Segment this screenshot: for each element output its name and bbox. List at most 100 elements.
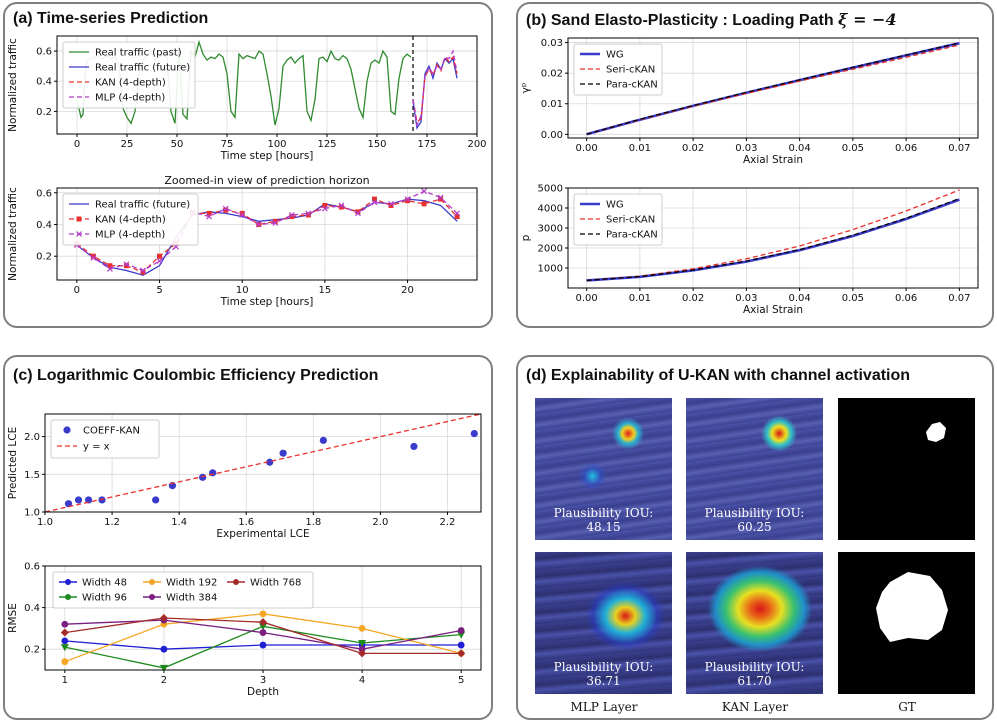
a2-series-1-marker-9 <box>223 207 229 213</box>
a1-series-line-3 <box>412 49 458 128</box>
c1-point-1 <box>74 496 83 504</box>
a2-series-2-marker-4 <box>140 267 146 274</box>
a2-series-1-marker-1 <box>90 253 96 259</box>
c1-point-12 <box>470 430 478 438</box>
b1-tick-label-x-5: 0.05 <box>842 143 864 154</box>
b1-tick-label-x-1: 0.01 <box>629 143 651 154</box>
c2-series-4-marker-3 <box>358 649 367 658</box>
a1-legend-label-0: Real traffic (past) <box>95 48 182 59</box>
c2-legend-label-3: Width 384 <box>166 593 217 604</box>
c2-legend-label-1: Width 96 <box>82 593 127 604</box>
panel-a-title: (a) Time-series Prediction <box>13 10 209 27</box>
tile-gt-bottom <box>838 552 975 694</box>
b2-tick-label-y-2: 3000 <box>538 224 563 235</box>
c1-point-6 <box>199 473 207 481</box>
a2-series-2-marker-12 <box>272 219 279 226</box>
b1-tick-label-x-7: 0.07 <box>948 143 970 154</box>
gt-mask-bottom <box>876 572 948 642</box>
a1-tick-label-y-1: 0.4 <box>36 77 52 88</box>
a2-series-2-marker-14 <box>305 210 312 217</box>
c1-point-11 <box>410 442 418 451</box>
c2-legend-box <box>52 571 314 609</box>
a1-legend-label-1: Real traffic (future) <box>95 63 190 74</box>
c1-tick-label-y-2: 2.0 <box>24 432 40 443</box>
c1-frame <box>44 413 482 513</box>
a2-tick-label-y-1: 0.4 <box>36 220 52 231</box>
b1-frame <box>567 37 979 139</box>
b2-tick-label-x-4: 0.04 <box>788 293 810 304</box>
b1-tick-label-x-2: 0.02 <box>682 143 704 154</box>
a1-tick-label-x-5: 125 <box>317 139 336 150</box>
a2-legend-label-2: MLP (4-depth) <box>95 230 165 241</box>
b1-tick-label-x-4: 0.04 <box>788 143 810 154</box>
a2-series-2-marker-16 <box>338 202 345 209</box>
c2-legend-marker-0 <box>65 579 71 585</box>
a2-title: Zoomed-in view of prediction horizon <box>164 174 369 187</box>
b1-legend-label-1: Seri-cKAN <box>606 65 655 76</box>
c2-tick-label-y-2: 0.6 <box>24 562 40 573</box>
b1-xlabel: Axial Strain <box>743 154 803 166</box>
c2-tick-label-x-4: 5 <box>458 675 464 686</box>
a2-tick-label-y-2: 0.6 <box>36 188 52 199</box>
a2-series-1-marker-23 <box>454 214 460 220</box>
a1-tick-label-x-0: 0 <box>74 139 80 150</box>
c2-tick-label-x-2: 3 <box>260 675 266 686</box>
b2-tick-label-x-0: 0.00 <box>576 293 598 304</box>
b2-legend-box <box>573 193 663 246</box>
c1-tick-label-x-6: 2.2 <box>440 517 456 528</box>
c1-tick-label-x-0: 1.0 <box>37 517 53 528</box>
c2-tick-label-x-1: 2 <box>161 675 167 686</box>
a1-tick-label-x-6: 150 <box>367 139 386 150</box>
b2-tick-label-y-0: 1000 <box>538 264 563 275</box>
b1-tick-label-x-0: 0.00 <box>576 143 598 154</box>
a2-series-1-marker-8 <box>206 210 212 216</box>
b2-tick-label-x-5: 0.05 <box>842 293 864 304</box>
a2-legend-box <box>62 193 199 246</box>
a2-series-1-marker-20 <box>405 198 411 204</box>
a2-legend-label-1: KAN (4-depth) <box>95 215 166 226</box>
c2-ylabel: RMSE <box>7 603 19 633</box>
a2-tick-label-x-3: 15 <box>319 285 332 296</box>
c2-xlabel: Depth <box>247 686 279 698</box>
a1-tick-label-x-7: 175 <box>417 139 436 150</box>
b2-frame <box>567 187 979 289</box>
a1-frame <box>56 35 478 135</box>
tile-kan-bottom-label: Plausibility IOU: 61.70 <box>704 660 805 688</box>
c2-series-1-marker-2 <box>259 623 267 631</box>
a2-series-2-marker-5 <box>156 258 163 264</box>
a2-series-2-marker-22 <box>437 194 444 201</box>
a2-tick-label-x-2: 10 <box>236 285 249 296</box>
b1-tick-label-y-3: 0.03 <box>541 38 563 49</box>
c2-series-2-marker-3 <box>358 625 366 632</box>
c1-tick-label-y-0: 1.0 <box>24 508 40 519</box>
c1-xlabel: Experimental LCE <box>216 528 309 540</box>
a2-ylabel: Normalized traffic <box>7 187 19 281</box>
a1-xlabel: Time step [hours] <box>220 150 314 162</box>
c1-point-4 <box>152 496 160 504</box>
a2-tick-label-x-1: 5 <box>156 285 162 296</box>
a2-series-2-marker-17 <box>355 210 361 217</box>
c2-legend-marker-4 <box>233 579 239 585</box>
b2-legend-label-2: Para-cKAN <box>606 230 658 241</box>
c2-series-3-marker-3 <box>358 645 366 653</box>
c2-series-0-marker-0 <box>61 637 69 645</box>
b1-tick-label-x-3: 0.03 <box>735 143 757 154</box>
a1-tick-label-x-4: 100 <box>267 139 286 150</box>
panel-c-title: (c) Logarithmic Coulombic Efficiency Pre… <box>13 367 379 384</box>
b1-tick-label-y-1: 0.01 <box>541 99 563 110</box>
column-label-mlp: MLP Layer <box>570 700 638 714</box>
a2-series-2-marker-1 <box>90 254 97 261</box>
tile-mlp-top-label: Plausibility IOU: 48.15 <box>553 506 654 534</box>
c1-legend-swatch-0 <box>63 426 71 434</box>
a1-legend-box <box>62 41 196 109</box>
a2-xlabel: Time step [hours] <box>220 296 314 308</box>
c1-legend-label-1: y = x <box>83 442 110 453</box>
a2-series-2-marker-9 <box>222 205 229 212</box>
b2-tick-label-y-1: 2000 <box>538 244 563 255</box>
a2-series-1-marker-17 <box>355 209 361 215</box>
a2-series-2-marker-23 <box>454 210 461 217</box>
chart-a2-zoomed: 0 5 10 15 20 0.2 0.4 0.6 Time step [hours] Normal… <box>7 174 478 308</box>
a2-legend-label-0: Real traffic (future) <box>95 200 190 211</box>
tile-mlp-top: Plausibility IOU: 48.15 <box>535 398 672 540</box>
c2-series-0-marker-2 <box>259 641 267 649</box>
